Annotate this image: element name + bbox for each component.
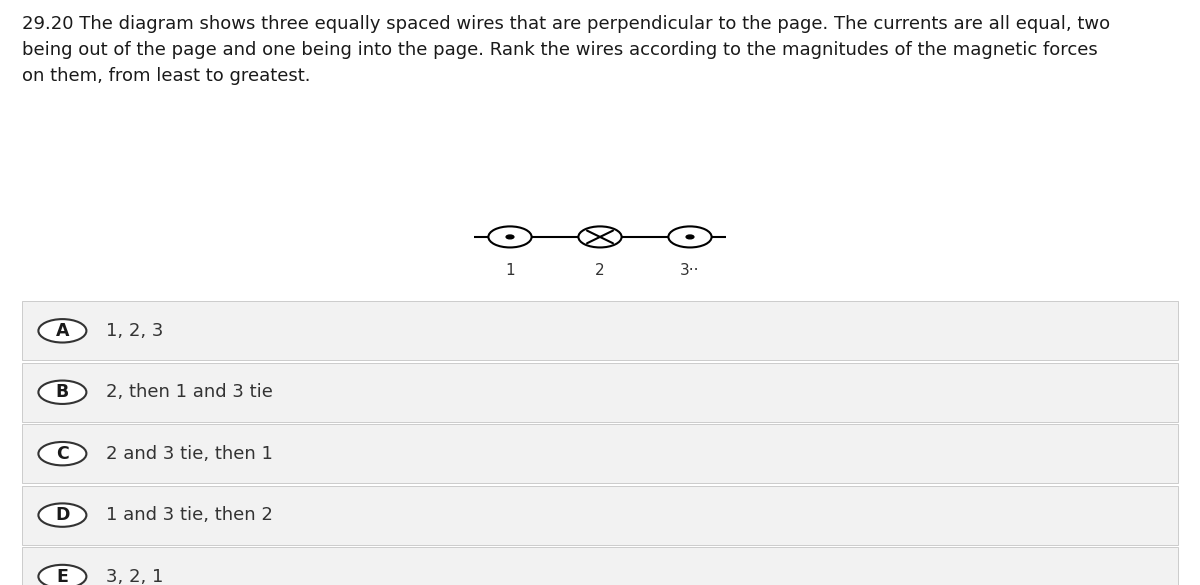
- Text: 3, 2, 1: 3, 2, 1: [106, 567, 163, 585]
- Circle shape: [488, 226, 532, 247]
- Text: A: A: [55, 322, 70, 340]
- Circle shape: [38, 565, 86, 585]
- Circle shape: [686, 235, 694, 239]
- Text: 2 and 3 tie, then 1: 2 and 3 tie, then 1: [106, 445, 272, 463]
- FancyBboxPatch shape: [22, 547, 1178, 585]
- Text: B: B: [55, 383, 70, 401]
- FancyBboxPatch shape: [22, 363, 1178, 422]
- Text: E: E: [56, 567, 68, 585]
- FancyBboxPatch shape: [22, 301, 1178, 360]
- Text: 2, then 1 and 3 tie: 2, then 1 and 3 tie: [106, 383, 272, 401]
- Circle shape: [578, 226, 622, 247]
- Text: 1: 1: [505, 263, 515, 278]
- Text: 3··: 3··: [680, 263, 700, 278]
- Text: 29.20 The diagram shows three equally spaced wires that are perpendicular to the: 29.20 The diagram shows three equally sp…: [22, 15, 1110, 85]
- FancyBboxPatch shape: [22, 424, 1178, 483]
- Text: 2: 2: [595, 263, 605, 278]
- Circle shape: [38, 442, 86, 466]
- Circle shape: [38, 380, 86, 404]
- Circle shape: [38, 319, 86, 342]
- Circle shape: [668, 226, 712, 247]
- Circle shape: [506, 235, 514, 239]
- Circle shape: [38, 503, 86, 526]
- FancyBboxPatch shape: [22, 486, 1178, 545]
- Text: D: D: [55, 506, 70, 524]
- Text: 1, 2, 3: 1, 2, 3: [106, 322, 163, 340]
- Text: C: C: [56, 445, 68, 463]
- Text: 1 and 3 tie, then 2: 1 and 3 tie, then 2: [106, 506, 272, 524]
